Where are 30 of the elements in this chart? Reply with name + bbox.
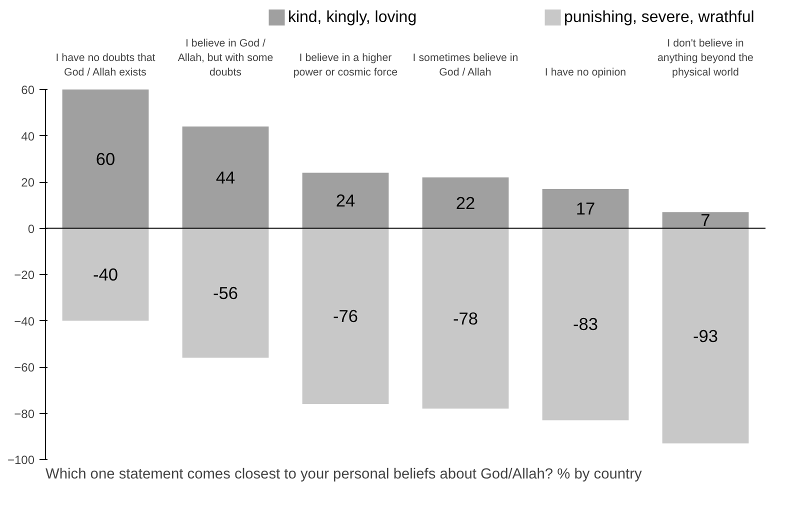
x-tick-label: I don't believe in anything beyond the physical world	[658, 38, 754, 78]
legend-label: kind, kingly, loving	[288, 9, 417, 26]
x-tick-label: I believe in a higher power or cosmic force	[293, 52, 398, 78]
y-tick-label: 20	[21, 176, 35, 190]
y-tick-label: 40	[21, 129, 35, 144]
data-label: 17	[576, 198, 596, 219]
data-label: 60	[96, 148, 116, 169]
data-label: -93	[692, 326, 718, 346]
data-label: 44	[216, 167, 236, 188]
legend-label: punishing, severe, wrathful	[564, 9, 754, 26]
x-tick-label: I have no opinion	[544, 66, 626, 78]
y-tick-label: −40	[14, 314, 35, 328]
data-label: -83	[572, 314, 598, 334]
data-label: -56	[212, 283, 238, 303]
data-label: -40	[92, 264, 118, 284]
y-tick-label: −60	[14, 360, 35, 374]
y-tick-label: −20	[14, 268, 35, 282]
x-tick-label: I sometimes believe in God / Allah	[412, 52, 518, 78]
y-tick-label: 60	[21, 83, 35, 97]
x-tick-label: I have no doubts that God / Allah exists	[56, 52, 156, 78]
y-tick-label: −100	[7, 453, 35, 467]
data-label: -76	[332, 306, 358, 326]
data-label: -78	[452, 308, 478, 328]
x-tick-label: I believe in God / Allah, but with some doubts	[178, 38, 274, 78]
y-tick-label: 0	[28, 222, 35, 236]
text: Which one statement comes closest to your personal beliefs about God/Allah? % by country	[46, 466, 643, 482]
data-label: 7	[700, 210, 710, 230]
y-tick-label: −80	[14, 406, 35, 421]
data-label: 22	[456, 192, 476, 213]
data-label: 24	[336, 190, 356, 210]
